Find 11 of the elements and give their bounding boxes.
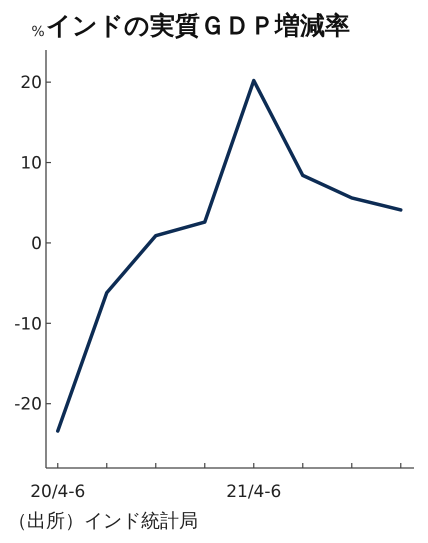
y-tick-label: 10 [20,154,42,174]
y-tick-label: -20 [14,394,42,415]
y-tick-label: 20 [20,73,42,94]
x-tick-label: 21/4-6 [226,482,282,502]
chart-title: インドの実質ＧＤＰ増減率 [46,11,350,40]
x-tick-label: 20/4-6 [30,482,86,502]
y-axis-title: % [31,24,45,40]
y-tick-label: -10 [14,314,42,334]
line-series [56,78,403,433]
y-tick-label: 0 [31,234,42,254]
text: （出所）インド統計局 [8,510,198,532]
